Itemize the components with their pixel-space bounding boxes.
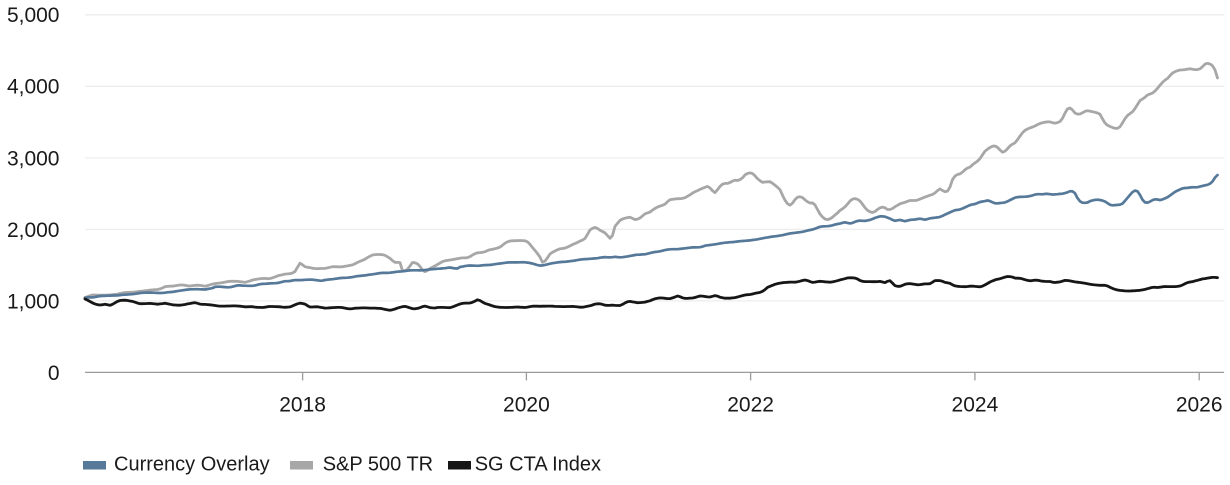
svg-text:2022: 2022: [727, 393, 774, 416]
svg-text:SG CTA Index: SG CTA Index: [475, 454, 601, 476]
svg-text:5,000: 5,000: [7, 4, 60, 27]
svg-text:2018: 2018: [279, 393, 326, 416]
svg-text:4,000: 4,000: [7, 76, 60, 99]
svg-text:1,000: 1,000: [7, 290, 60, 313]
svg-text:2020: 2020: [503, 393, 550, 416]
svg-text:2026: 2026: [1176, 393, 1223, 416]
svg-text:2,000: 2,000: [7, 219, 60, 242]
svg-text:2024: 2024: [952, 393, 999, 416]
svg-text:0: 0: [48, 362, 60, 385]
svg-text:3,000: 3,000: [7, 147, 60, 170]
svg-text:Currency Overlay: Currency Overlay: [114, 454, 270, 476]
svg-text:S&P 500 TR: S&P 500 TR: [323, 454, 433, 476]
